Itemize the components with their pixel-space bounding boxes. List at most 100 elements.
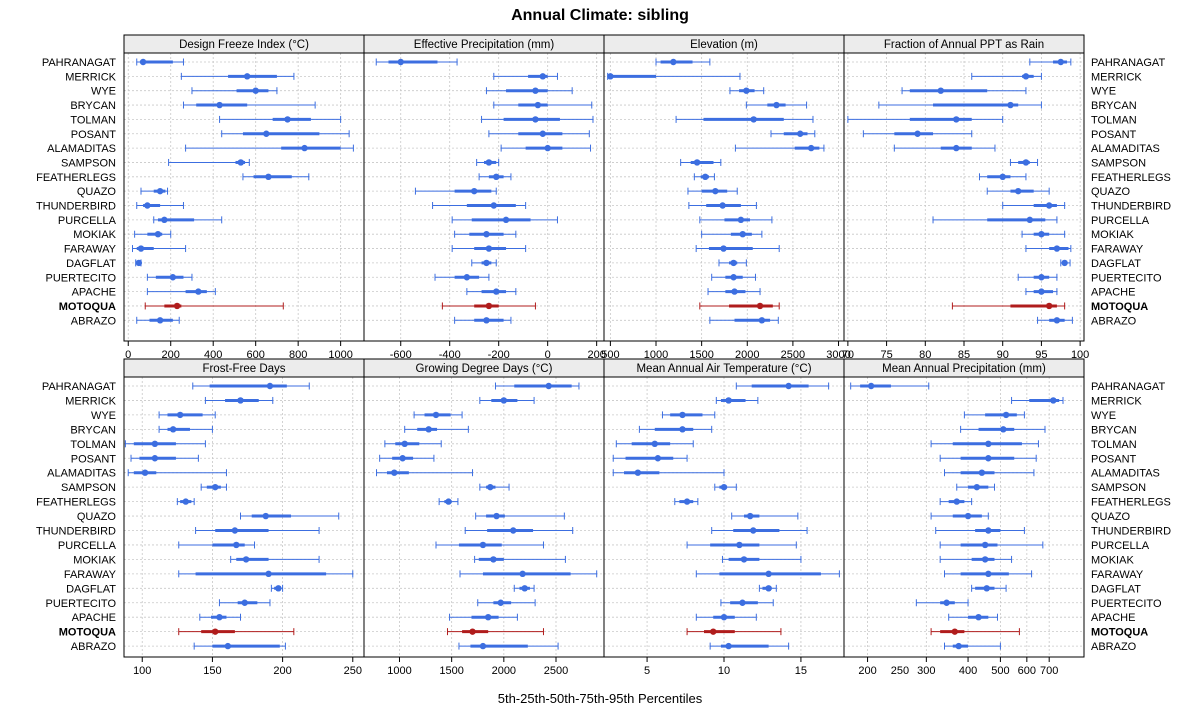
median-point <box>275 585 282 592</box>
panel-title: Design Freeze Index (°C) <box>179 39 309 51</box>
site-label-right-quazo: QUAZO <box>1091 186 1131 198</box>
percentile-bar-dagflat <box>513 584 535 592</box>
median-point <box>532 116 539 123</box>
percentile-bar-faraway <box>695 245 780 253</box>
percentile-bar-merrick <box>493 72 558 80</box>
median-point <box>425 426 432 433</box>
percentile-bar-thunderbird <box>688 202 757 209</box>
median-point <box>750 527 757 534</box>
percentile-bar-tolman <box>847 115 1004 123</box>
percentile-bar-tolman <box>124 440 206 448</box>
x-tick-label: 70 <box>842 349 854 361</box>
x-tick-label: 90 <box>997 349 1009 361</box>
median-point <box>739 599 746 606</box>
percentile-bar-apache <box>199 613 241 621</box>
percentile-bar-mokiak <box>721 555 802 563</box>
site-label-right-wye: WYE <box>1091 86 1116 98</box>
percentile-bar-dagflat <box>471 259 497 267</box>
percentile-bar-posant <box>488 130 590 138</box>
site-label-right-alamaditas: ALAMADITAS <box>1091 143 1160 155</box>
x-tick-label: 100 <box>133 665 151 677</box>
site-label-left-apache: APACHE <box>72 287 116 299</box>
panel-title: Growing Degree Days (°C) <box>416 363 553 375</box>
site-label-right-quazo: QUAZO <box>1091 511 1131 523</box>
percentile-bar-thunderbird <box>136 202 184 209</box>
percentile-bar-tolman <box>481 115 594 123</box>
site-label-right-alamaditas: ALAMADITAS <box>1091 468 1160 480</box>
median-point <box>252 87 259 94</box>
percentile-bar-purcella <box>699 216 773 224</box>
x-tick-label: 400 <box>959 665 977 677</box>
x-tick-label: 1000 <box>328 349 352 361</box>
percentile-bar-pahranagat <box>850 382 930 390</box>
site-label-left-mokiak: MOKIAK <box>73 229 116 241</box>
median-point <box>485 245 493 252</box>
site-label-right-faraway: FARAWAY <box>1091 244 1144 256</box>
median-point <box>545 382 552 390</box>
site-label-left-abrazo: ABRAZO <box>71 315 117 327</box>
site-label-left-pahranagat: PAHRANAGAT <box>42 381 116 393</box>
median-point <box>973 483 981 491</box>
site-label-right-purcella: PURCELLA <box>1091 540 1150 552</box>
percentile-bar-featherlegs <box>693 173 715 181</box>
x-tick-label: 1000 <box>644 349 668 361</box>
site-label-left-posant: POSANT <box>71 129 117 141</box>
site-label-right-abrazo: ABRAZO <box>1091 315 1137 327</box>
median-point <box>151 455 159 462</box>
median-point <box>510 527 517 534</box>
site-label-right-faraway: FARAWAY <box>1091 569 1144 581</box>
percentile-bar-purcella <box>686 541 797 549</box>
median-point <box>1061 259 1068 267</box>
percentile-bar-posant <box>221 130 350 138</box>
percentile-bar-abrazo <box>136 316 180 324</box>
percentile-bar-brycan <box>182 101 316 109</box>
median-point <box>693 159 701 166</box>
panel-design-freeze-index-c: Design Freeze Index (°C) 0 200 400 600 800 100… <box>123 34 365 361</box>
site-label-left-posant: POSANT <box>71 453 117 465</box>
percentile-bar-featherlegs <box>176 498 195 506</box>
percentile-bar-pahranagat <box>136 58 184 66</box>
median-point <box>720 614 728 621</box>
median-point <box>736 541 743 549</box>
site-label-left-tolman: TOLMAN <box>70 114 116 126</box>
percentile-bar-brycan <box>878 101 1042 109</box>
median-point <box>195 288 202 295</box>
median-point <box>544 144 551 152</box>
percentile-bar-thunderbird <box>935 527 1025 534</box>
percentile-bar-pahranagat <box>192 382 310 390</box>
percentile-bar-dagflat <box>135 259 143 267</box>
site-label-right-wye: WYE <box>1091 410 1116 422</box>
percentile-bar-mokiak <box>134 230 172 238</box>
site-label-left-motoqua: MOTOQUA <box>59 627 116 639</box>
percentile-bar-purcella <box>939 541 1044 549</box>
site-label-right-dagflat: DAGFLAT <box>1091 583 1141 595</box>
site-label-right-featherlegs: FEATHERLEGS <box>1091 497 1171 509</box>
median-point <box>284 116 291 123</box>
percentile-bar-quazo <box>140 187 169 195</box>
percentile-bar-faraway <box>695 570 840 578</box>
percentile-bar-motoqua <box>446 628 544 636</box>
median-point <box>651 440 658 447</box>
median-point <box>497 599 504 606</box>
percentile-bar-abrazo <box>1037 316 1073 324</box>
percentile-bar-apache <box>449 613 518 621</box>
median-point <box>719 202 726 209</box>
median-point <box>773 101 780 109</box>
percentile-bar-posant <box>130 454 199 462</box>
median-point <box>176 411 184 419</box>
percentile-bar-merrick <box>971 72 1042 80</box>
site-label-right-puertecito: PUERTECITO <box>1091 272 1162 284</box>
median-point <box>1000 426 1007 433</box>
median-point <box>1002 411 1010 419</box>
median-point <box>534 101 542 109</box>
median-point <box>999 173 1006 180</box>
percentile-bar-posant <box>862 130 973 138</box>
median-point <box>216 614 223 621</box>
median-point <box>712 187 719 195</box>
percentile-bar-thunderbird <box>464 527 574 534</box>
site-label-left-puertecito: PUERTECITO <box>46 598 117 610</box>
site-label-right-motoqua: MOTOQUA <box>1091 627 1148 639</box>
median-point <box>975 614 982 621</box>
percentile-bar-alamaditas <box>185 144 354 152</box>
median-point <box>463 274 471 281</box>
